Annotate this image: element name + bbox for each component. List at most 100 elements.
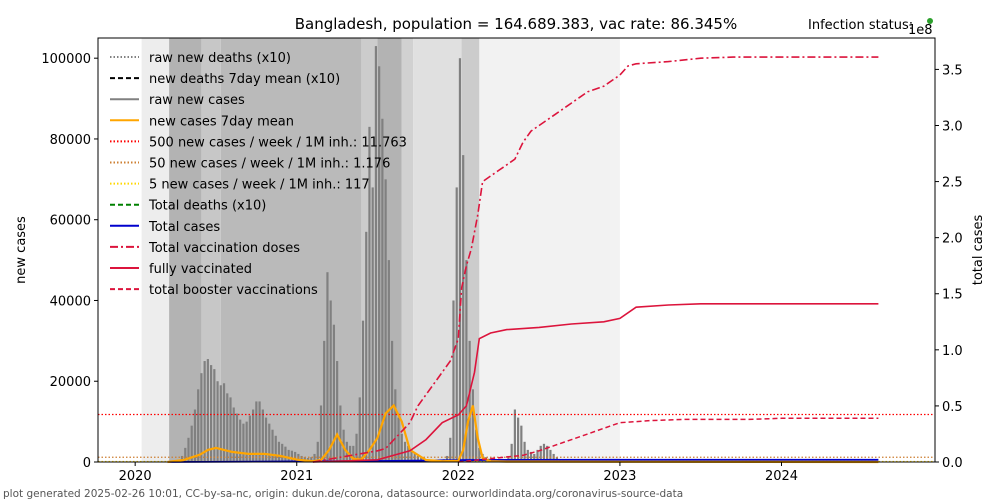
legend-label: new deaths 7day mean (x10) [149, 72, 340, 87]
raw-cases-bar [193, 409, 197, 462]
y2-tick-label: 1.5 [942, 288, 963, 303]
raw-cases-bar [455, 187, 458, 462]
infection-status-dot [927, 18, 933, 24]
raw-cases-bar [219, 385, 222, 462]
legend-label: Total cases [148, 220, 220, 235]
raw-cases-bar [271, 429, 274, 462]
raw-cases-bar [478, 447, 481, 462]
raw-cases-bar [274, 435, 277, 462]
shading-band [169, 38, 202, 462]
raw-cases-bar [255, 401, 258, 462]
infection-status-label: Infection status: [808, 18, 913, 33]
legend-label: Total vaccination doses [148, 241, 300, 256]
raw-cases-bar [180, 455, 184, 462]
y2-tick-label: 0.0 [942, 456, 963, 471]
raw-cases-bar [245, 421, 248, 462]
raw-cases-bar [229, 397, 232, 462]
raw-cases-bar [239, 419, 242, 462]
raw-cases-bar [313, 453, 316, 462]
raw-cases-bar [507, 455, 510, 462]
raw-cases-bar [326, 272, 329, 462]
legend-label: 5 new cases / week / 1M inh.: 117 [149, 178, 370, 193]
legend-label: Total deaths (x10) [148, 199, 266, 214]
shading-band [141, 38, 170, 462]
legend: raw new deaths (x10) new deaths 7day mean… [110, 51, 407, 298]
total-booster-line [458, 417, 879, 463]
raw-cases-bar [329, 300, 332, 462]
legend-label: new cases 7day mean [149, 114, 294, 129]
y2-tick-label: 3.0 [942, 119, 963, 134]
y-tick-label: 60000 [50, 214, 91, 229]
new-cases-7day-mean-line [167, 403, 879, 464]
raw-cases-bar [378, 66, 381, 463]
raw-cases-bar [475, 429, 478, 462]
raw-cases-bar [190, 425, 193, 462]
raw-cases-bar [216, 381, 219, 462]
legend-label: raw new deaths (x10) [149, 51, 291, 66]
y-tick-label: 40000 [50, 294, 91, 309]
legend-label: fully vaccinated [149, 262, 252, 277]
raw-cases-bar [226, 393, 229, 462]
raw-cases-bar [552, 453, 555, 462]
raw-cases-bar [264, 417, 268, 462]
raw-cases-bar [407, 445, 410, 462]
raw-cases-bar [416, 455, 420, 462]
raw-cases-bar [526, 449, 529, 462]
y2-tick-label: 3.5 [942, 63, 963, 78]
raw-cases-bar [213, 369, 216, 462]
raw-cases-bar [546, 445, 549, 462]
raw-cases-bar [374, 46, 378, 462]
raw-cases-bar [187, 437, 190, 462]
raw-cases-bar [323, 340, 326, 462]
raw-cases-bar [332, 324, 336, 462]
raw-cases-bar [281, 443, 284, 462]
raw-cases-bar [517, 417, 520, 462]
plot-frame [97, 37, 936, 463]
chart-title: Bangladesh, population = 164.689.383, va… [295, 15, 737, 33]
y-axis-label: new cases [14, 216, 29, 284]
legend-label: 50 new cases / week / 1M inh.: 1.176 [149, 157, 390, 172]
x-tick-label: 2021 [280, 469, 313, 484]
y-tick-label: 0 [83, 456, 91, 471]
total-vaccination-doses-line [312, 56, 879, 463]
footer-credits: plot generated 2025-02-26 10:01, CC-by-s… [3, 488, 683, 500]
raw-cases-bar [352, 445, 355, 462]
raw-cases-bar [206, 359, 209, 462]
raw-cases-bar [222, 383, 226, 462]
shading-band [201, 38, 221, 462]
raw-cases-bar [235, 413, 239, 462]
raw-cases-bar [319, 405, 323, 462]
raw-cases-bar [242, 423, 245, 462]
raw-cases-bar [203, 361, 206, 462]
raw-cases-bar [277, 441, 281, 462]
y2-tick-label: 2.5 [942, 176, 963, 191]
y-tick-label: 100000 [41, 52, 91, 67]
legend-label: total booster vaccinations [149, 283, 318, 298]
raw-cases-bar [449, 437, 452, 462]
raw-cases-bar [390, 340, 394, 462]
raw-cases-bar [284, 446, 287, 462]
y2-tick-label: 0.5 [942, 400, 963, 415]
legend-label: raw new cases [149, 93, 245, 108]
raw-cases-bar [397, 417, 400, 462]
raw-cases-bar [358, 397, 361, 462]
raw-cases-bar [539, 445, 542, 462]
raw-cases-bar [261, 409, 264, 462]
raw-cases-bar [287, 449, 290, 462]
raw-cases-bar [336, 361, 339, 462]
y-tick-label: 80000 [50, 133, 91, 148]
raw-cases-bar [387, 260, 390, 462]
raw-cases-bar [510, 443, 513, 462]
raw-cases-bar [368, 126, 371, 462]
raw-cases-bar [184, 447, 187, 462]
raw-cases-bar [200, 373, 203, 462]
raw-cases-bar [355, 433, 358, 462]
x-tick-label: 2020 [119, 469, 152, 484]
x-tick-label: 2024 [765, 469, 798, 484]
raw-cases-bar [290, 450, 293, 462]
raw-cases-bar [339, 405, 342, 462]
raw-new-cases-bars [174, 46, 594, 463]
raw-cases-bar [468, 340, 471, 462]
raw-cases-bar [536, 449, 539, 462]
